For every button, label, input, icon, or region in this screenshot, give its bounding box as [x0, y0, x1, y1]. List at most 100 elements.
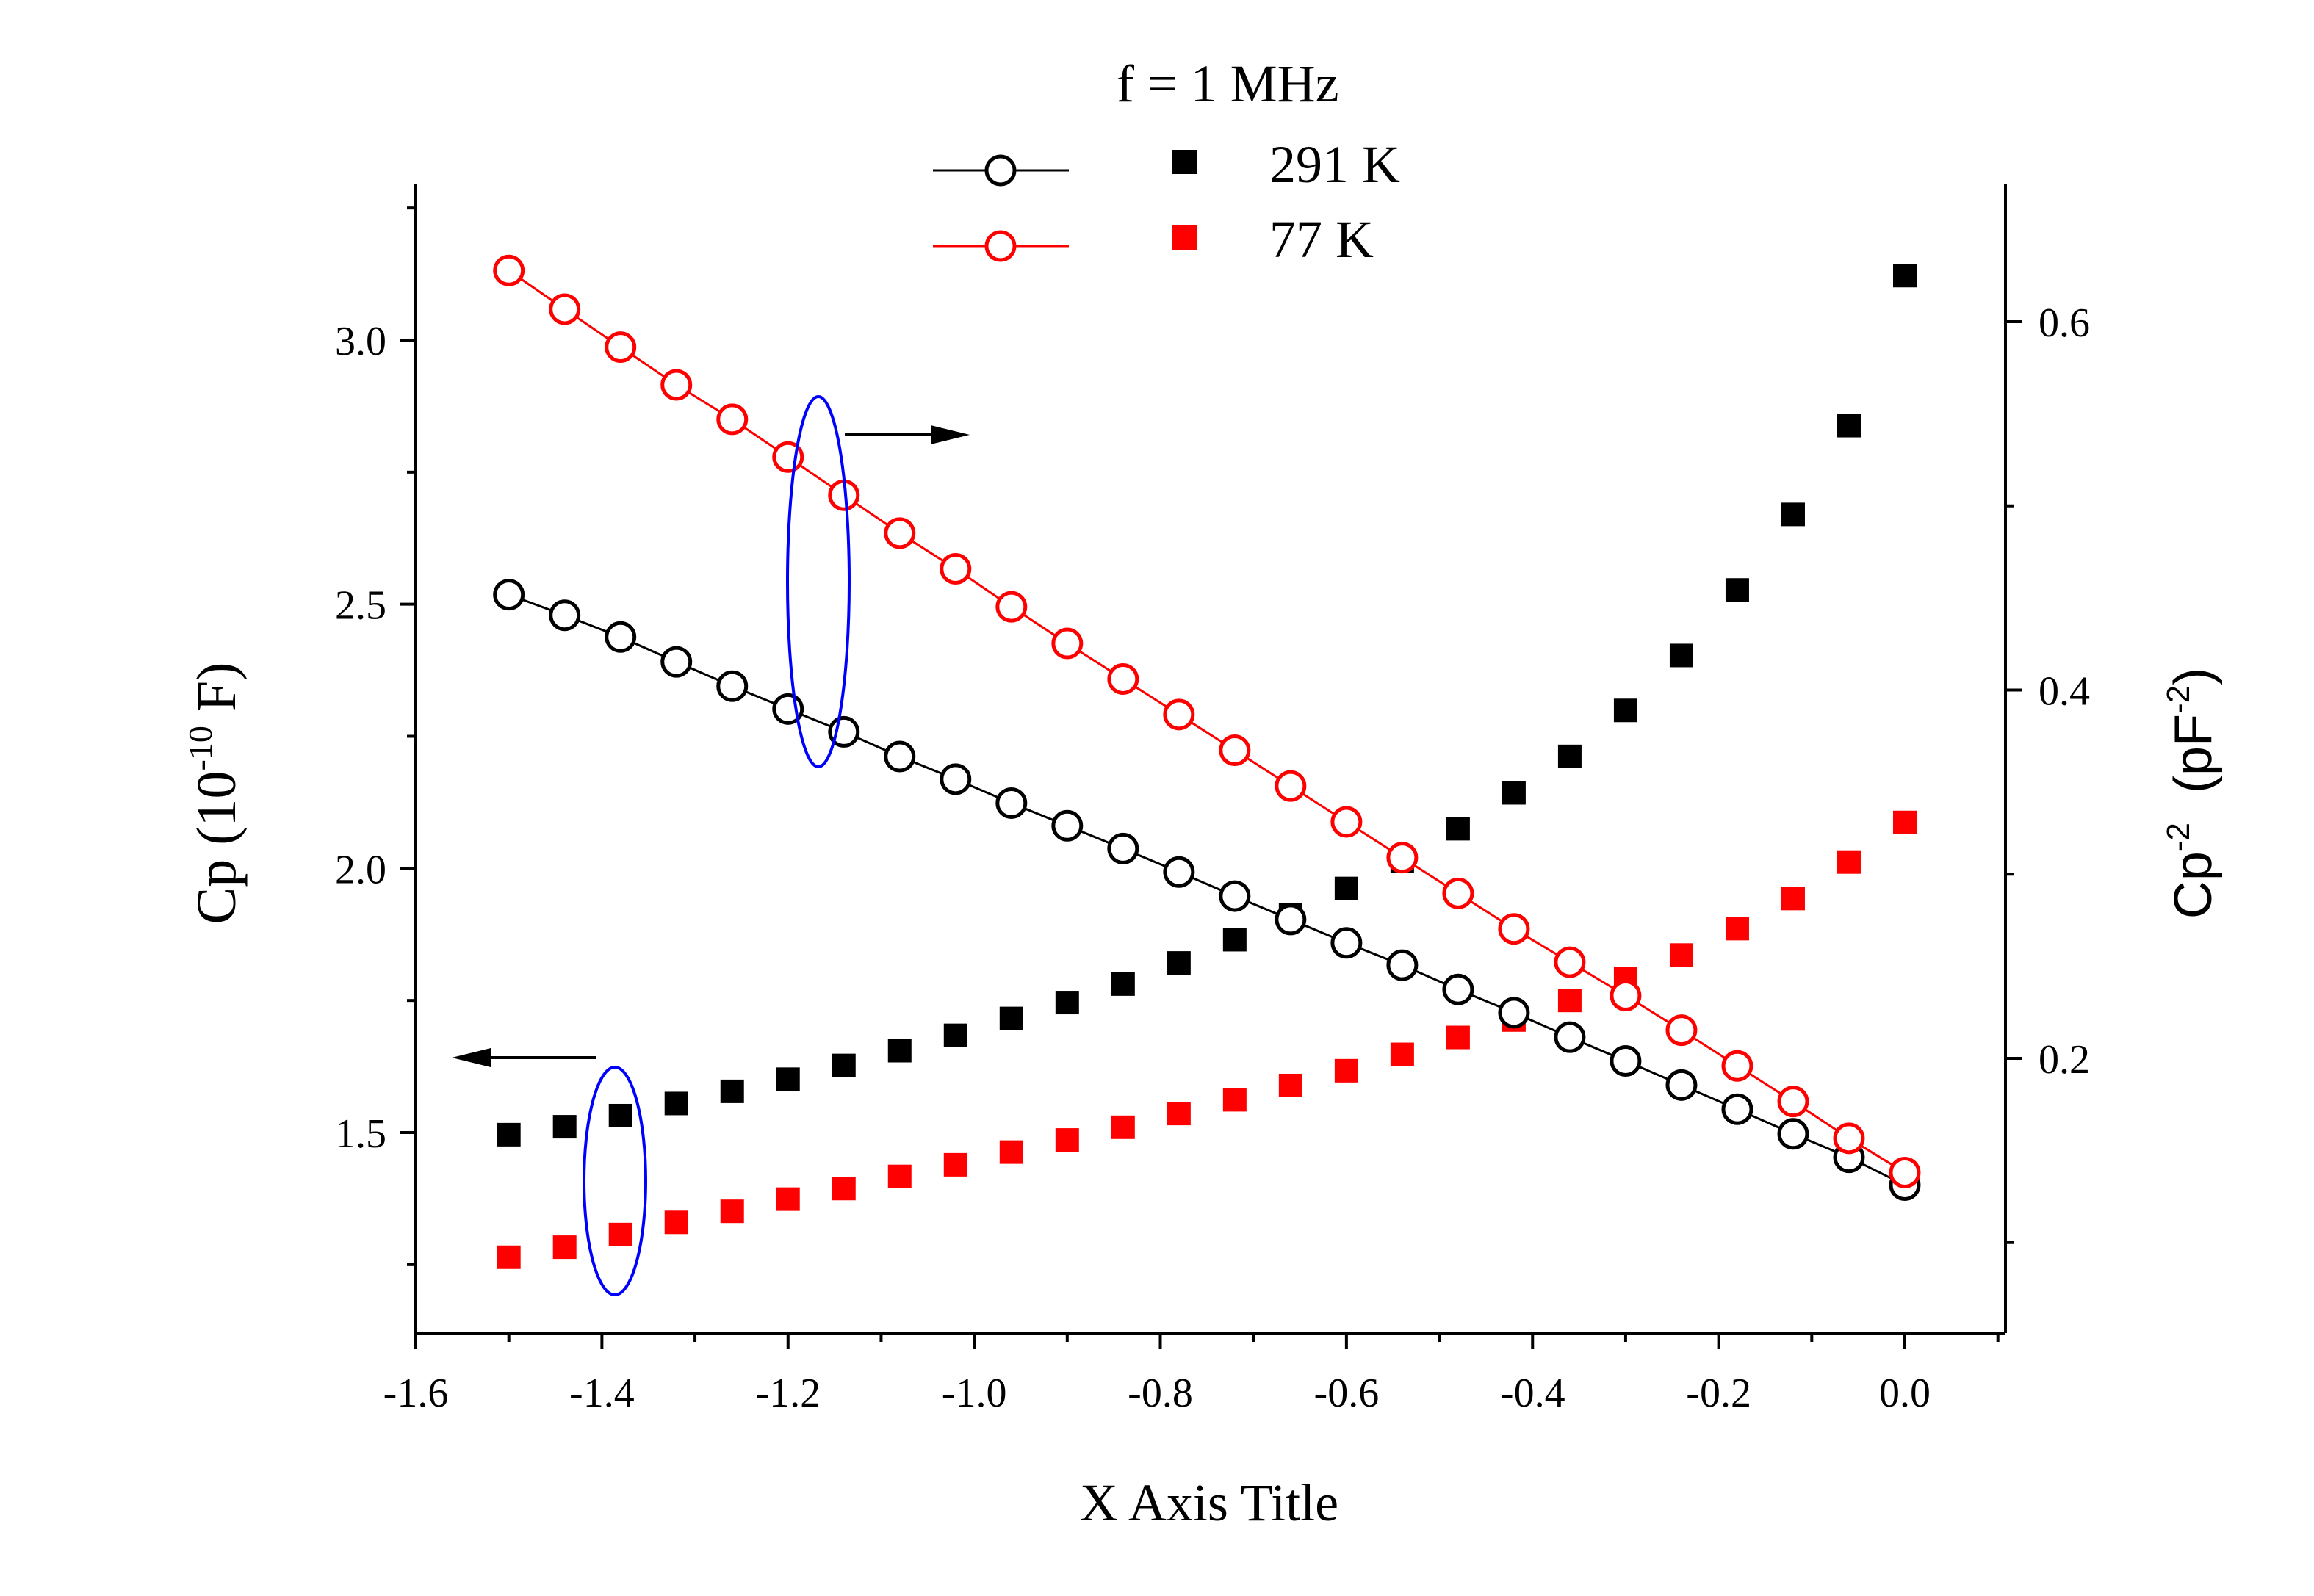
data-point-square: [608, 1222, 632, 1246]
data-point-circle: [1386, 949, 1419, 981]
data-point-circle: [1665, 1014, 1698, 1047]
data-point-square: [608, 1103, 632, 1127]
data-point-circle: [995, 787, 1028, 819]
data-point-circle: [605, 621, 637, 653]
data-point-circle: [1275, 903, 1307, 936]
data-point-circle: [1219, 734, 1251, 766]
data-point-circle: [1554, 1021, 1586, 1053]
legend-square-291k: [1172, 150, 1197, 174]
data-point-square: [1278, 1073, 1302, 1097]
legend-entry-291k: 291 K: [933, 135, 1400, 194]
data-point-square: [1893, 810, 1917, 834]
data-point-square: [1557, 744, 1582, 768]
series-left-291k: [497, 264, 1917, 1147]
left-y-tick-label: 3.0: [335, 319, 386, 364]
data-point-circle: [493, 254, 525, 286]
legend-circle-291k: [984, 154, 1017, 187]
left-y-tick-label: 1.5: [335, 1111, 386, 1157]
data-point-circle: [1610, 979, 1642, 1011]
left-arrow-head: [452, 1048, 491, 1067]
right-y-axis-title: Cp-2 (pF-2): [2160, 668, 2223, 919]
data-point-square: [887, 1164, 912, 1188]
data-point-circle: [549, 599, 581, 632]
data-point-circle: [1554, 946, 1586, 978]
data-point-square: [720, 1079, 744, 1103]
data-point-square: [1167, 951, 1191, 975]
left-y-ticks: 1.5 2.0 2.5 3.0: [335, 206, 416, 1266]
x-tick-label: -1.0: [942, 1371, 1007, 1416]
data-point-circle: [716, 670, 749, 702]
legend-label-291k: 291 K: [1269, 135, 1400, 194]
data-point-circle: [1442, 973, 1474, 1005]
data-point-square: [1055, 1128, 1079, 1152]
data-point-square: [497, 1122, 521, 1147]
x-ticks: -1.6 -1.4 -1.2 -1.0 -0.8 -0.6 -0.4 -0.2 0.0: [383, 1333, 2000, 1416]
left-y-axis-title: Cp (10-10 F): [181, 662, 248, 925]
legend-entry-77k: 77 K: [933, 210, 1374, 269]
legend-square-77k: [1172, 225, 1197, 250]
data-point-circle: [605, 331, 637, 364]
data-point-circle: [1777, 1118, 1809, 1150]
data-point-square: [1893, 264, 1917, 288]
data-point-circle: [884, 517, 916, 549]
data-point-circle: [1051, 627, 1084, 660]
data-point-square: [832, 1053, 856, 1077]
right-y-title-exponent-2: -2: [2160, 685, 2196, 714]
data-point-circle: [1610, 1045, 1642, 1077]
data-point-circle: [716, 403, 749, 436]
legend-label-77k: 77 K: [1269, 210, 1374, 269]
data-point-square: [1837, 850, 1861, 874]
data-point-square: [552, 1235, 577, 1260]
legend: 291 K 77 K: [933, 135, 1400, 269]
left-y-tick-label: 2.5: [335, 583, 386, 629]
data-point-circle: [1330, 927, 1363, 959]
data-point-circle: [549, 293, 581, 325]
data-point-circle: [1889, 1156, 1921, 1188]
data-point-circle: [1498, 997, 1530, 1029]
data-point-square: [1334, 1058, 1358, 1083]
data-point-square: [943, 1152, 967, 1177]
data-point-circle: [1219, 880, 1251, 912]
data-point-circle: [940, 763, 972, 795]
data-point-square: [664, 1210, 688, 1235]
x-tick-label: -0.8: [1128, 1371, 1193, 1416]
data-point-circle: [1386, 842, 1419, 874]
frequency-annotation: f = 1 MHz: [1117, 54, 1339, 113]
x-tick-label: -0.4: [1500, 1371, 1565, 1416]
data-point-square: [1557, 989, 1582, 1013]
data-point-square: [497, 1245, 521, 1269]
data-point-circle: [1330, 806, 1363, 838]
left-axis-indicator: [452, 1048, 647, 1296]
left-group-ellipse: [583, 1066, 647, 1296]
data-point-square: [776, 1187, 800, 1211]
data-point-circle: [1498, 913, 1530, 945]
data-point-square: [1111, 1115, 1135, 1139]
left-y-title-exponent: -10: [181, 726, 219, 770]
data-point-circle: [493, 579, 525, 611]
data-point-square: [887, 1039, 912, 1063]
data-point-square: [1390, 1042, 1414, 1066]
right-y-title-exponent-1: -2: [2160, 823, 2196, 851]
data-point-square: [664, 1091, 688, 1116]
right-y-title-unit: (pF: [2164, 714, 2223, 823]
x-tick-label: -1.6: [383, 1371, 449, 1416]
data-point-circle: [1721, 1093, 1753, 1125]
data-point-square: [1669, 943, 1693, 967]
data-point-circle: [1107, 662, 1139, 695]
data-point-square: [552, 1115, 577, 1139]
data-point-square: [1334, 876, 1358, 900]
data-point-circle: [995, 591, 1028, 623]
x-tick-label: 0.0: [1879, 1371, 1931, 1416]
data-point-square: [999, 1140, 1023, 1164]
series-right-77k: [493, 254, 1921, 1188]
left-y-title-base: Cp (10: [186, 770, 248, 924]
series-left-77k: [497, 810, 1917, 1269]
data-point-square: [832, 1177, 856, 1201]
x-tick-label: -0.2: [1686, 1371, 1751, 1416]
data-point-square: [1669, 643, 1693, 668]
data-point-circle: [1163, 856, 1195, 888]
right-y-title-close: ): [2164, 668, 2223, 685]
data-point-circle: [1442, 877, 1474, 909]
series-layer: [493, 254, 1921, 1269]
